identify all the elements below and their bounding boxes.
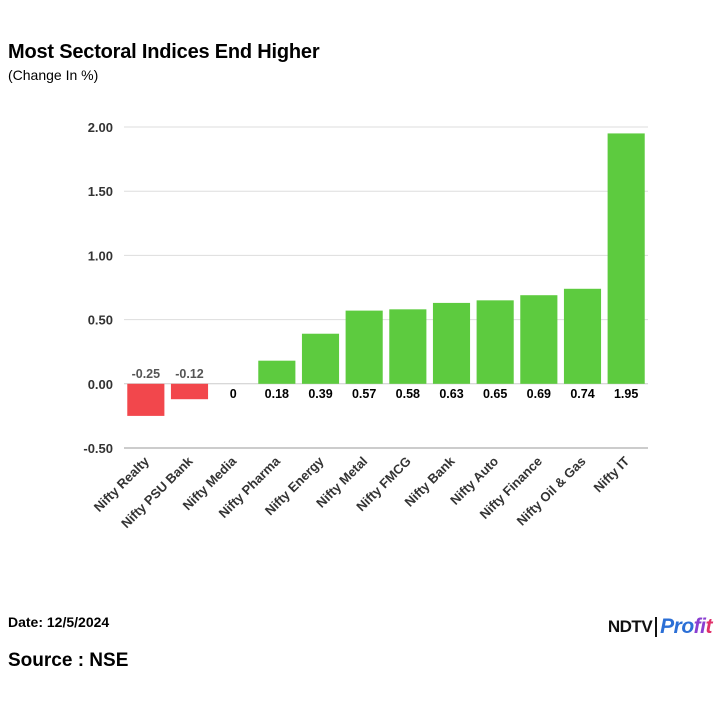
value-label: 0.74 [570,387,594,401]
value-label: 0.65 [483,387,507,401]
value-label: 0.69 [527,387,551,401]
value-label: 0.39 [308,387,332,401]
bar [563,288,602,384]
value-label: -0.25 [132,367,161,381]
value-label: 1.95 [614,387,638,401]
date-label: Date: 12/5/2024 [8,614,110,630]
bar [170,383,209,400]
value-label: 0.57 [352,387,376,401]
logo-profit-text: Profit [660,615,712,638]
bar [432,302,471,384]
chart-subtitle: (Change In %) [8,67,99,83]
value-label: 0 [230,387,237,401]
category-label: Nifty IT [591,453,633,495]
bar [258,360,296,384]
y-tick-label: 1.00 [88,248,113,263]
value-label: 0.58 [396,387,420,401]
ndtv-profit-logo: NDTV Profit [607,614,713,640]
y-tick-label: 2.00 [88,120,113,135]
logo-divider [655,617,658,637]
bar [127,383,165,416]
y-tick-label: 0.00 [88,377,113,392]
bar [607,133,645,384]
logo-ndtv-text: NDTV [607,617,653,636]
bar [520,295,558,384]
bar [476,300,514,384]
bar [345,310,383,384]
value-label: 0.18 [265,387,289,401]
value-label: 0.63 [439,387,463,401]
y-tick-label: 1.50 [88,184,113,199]
value-label: -0.12 [175,367,204,381]
bar [389,309,427,384]
chart-title: Most Sectoral Indices End Higher [8,41,320,63]
source-label: Source : NSE [8,650,129,671]
y-tick-label: 0.50 [88,313,113,328]
y-tick-label: -0.50 [83,441,113,456]
bar [301,333,340,384]
